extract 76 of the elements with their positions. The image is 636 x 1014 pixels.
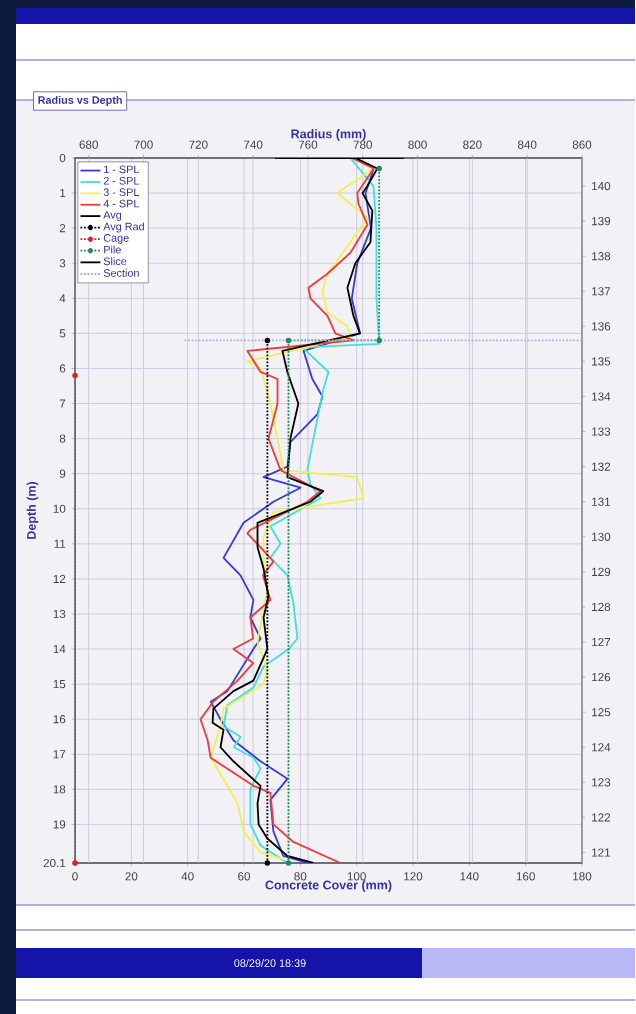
y-tick-label: 2 (60, 224, 66, 233)
legend-label: Avg Rad (103, 222, 145, 233)
y2-tick-label: 131 (592, 497, 611, 506)
y2-tick-label: 136 (592, 322, 611, 331)
y2-tick-label: 123 (592, 778, 611, 787)
y-tick-label: 8 (59, 434, 66, 443)
x2-tick-label: 820 (463, 140, 482, 149)
y2-tick-label: 128 (592, 602, 611, 612)
y2-tick-label: 124 (592, 743, 611, 752)
y-axis-title: Depth (m) (26, 481, 39, 539)
y2-tick-label: 140 (592, 181, 611, 191)
y-tick-label: 12 (53, 574, 66, 583)
legend-label: Pile (104, 245, 122, 254)
legend-label: Cage (104, 234, 129, 244)
y-tick-label: 16 (53, 715, 66, 724)
y-tick-label: 9 (60, 469, 66, 478)
y2-tick-label: 139 (592, 217, 611, 226)
y2-tick-label: 129 (592, 567, 611, 576)
x2-tick-label: 840 (518, 140, 537, 149)
x-tick-label: 180 (573, 872, 592, 881)
y-tick-label: 3 (59, 259, 66, 268)
y2-tick-label: 135 (592, 357, 611, 366)
y-tick-label: 17 (53, 750, 66, 759)
y-tick-label: 14 (53, 645, 66, 654)
x-axis-title: Concrete Cover (mm) (265, 880, 392, 892)
y-tick-label: 13 (53, 609, 66, 619)
y-tick-label: 10 (53, 504, 66, 513)
x-tick-label: 20 (125, 872, 138, 881)
text: 08/29/20 18:39 (234, 959, 306, 967)
x2-tick-label: 720 (189, 140, 208, 149)
y2-tick-label: 134 (592, 392, 611, 401)
legend-label: 1 - SPL (104, 165, 140, 174)
x-tick-label: 140 (460, 872, 479, 881)
y-tick-label: 0 (59, 153, 66, 163)
y2-tick-label: 127 (592, 637, 611, 647)
legend-label: Section (103, 268, 139, 277)
x-tick-label: 40 (181, 872, 194, 881)
legend-label: Avg (103, 211, 122, 221)
x2-tick-label: 680 (79, 140, 99, 149)
x-tick-label: 100 (347, 872, 367, 881)
y-tick-label: 19 (53, 820, 66, 829)
legend-label: 3 - SPL (103, 188, 140, 196)
legend-label: 2 - SPL (104, 176, 140, 185)
legend-label: Slice (103, 257, 127, 266)
y2-tick-label: 130 (592, 532, 611, 541)
y2-tick-label: 125 (592, 708, 611, 717)
chart-title: Radius vs Depth (38, 95, 123, 107)
y-tick-label: 15 (53, 680, 66, 689)
y2-tick-label: 122 (592, 813, 611, 822)
y-tick-label: 6 (60, 364, 66, 373)
y-tick-label: 11 (54, 539, 66, 548)
y-tick-label: 7 (60, 399, 66, 408)
x-tick-label: 0 (72, 872, 78, 881)
y2-tick-label: 133 (592, 427, 611, 436)
x-tick-label: 60 (238, 872, 251, 881)
x2-tick-label: 700 (134, 140, 153, 149)
y2-tick-label: 132 (592, 462, 611, 471)
x2-tick-label: 760 (298, 140, 318, 149)
x-tick-label: 160 (516, 872, 536, 881)
y-tick-label: 20.1 (43, 858, 66, 868)
y-tick-label: 4 (59, 294, 66, 303)
y2-tick-label: 126 (592, 672, 611, 682)
y2-tick-label: 121 (592, 848, 611, 857)
y-tick-label: 18 (53, 785, 66, 794)
x-tick-label: 120 (404, 872, 423, 881)
y2-tick-label: 137 (592, 287, 611, 296)
x2-tick-label: 780 (353, 140, 373, 149)
y-tick-label: 1 (60, 189, 66, 198)
legend-label: 4 - SPL (103, 199, 140, 208)
x2-tick-label: 800 (408, 140, 428, 149)
x2-axis-title: Radius (mm) (291, 129, 366, 141)
x2-tick-label: 740 (244, 140, 263, 149)
x-tick-label: 80 (294, 872, 307, 881)
y-tick-label: 5 (59, 329, 66, 338)
x2-tick-label: 860 (572, 140, 592, 149)
y2-tick-label: 138 (592, 252, 611, 261)
